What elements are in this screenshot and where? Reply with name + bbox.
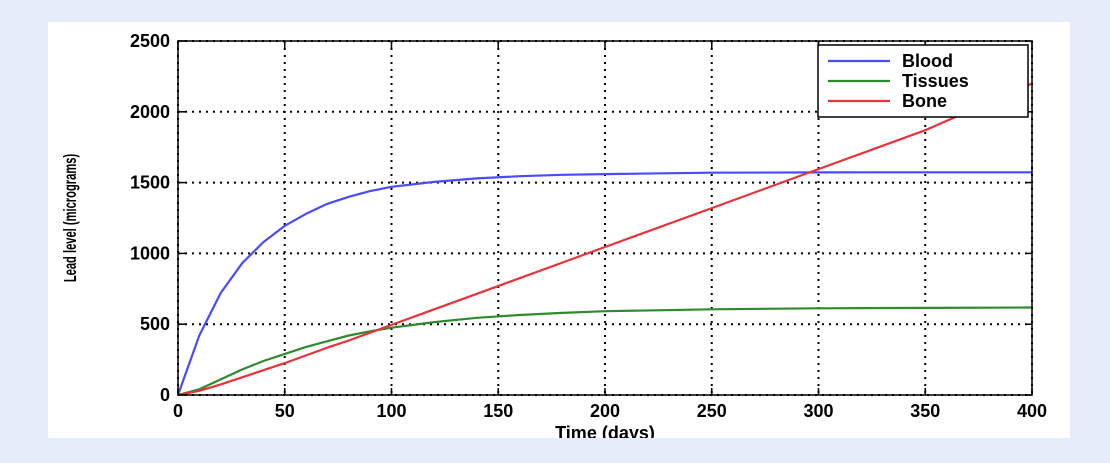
legend-label-bone: Bone [902,91,947,111]
y-tick-label: 500 [140,314,170,334]
x-tick-label: 350 [910,401,940,421]
y-tick-labels: 0 500 1000 1500 2000 2500 [130,31,170,405]
x-tick-label: 0 [173,401,183,421]
series-line-blood [178,171,1032,395]
y-tick-label: 1000 [130,243,170,263]
x-tick-label: 100 [376,401,406,421]
x-tick-label: 200 [590,401,620,421]
y-tick-label: 2000 [130,102,170,122]
legend-label-blood: Blood [902,51,953,71]
series-line-tissues [178,306,1032,395]
x-tick-labels: 0 50 100 150 200 250 300 350 400 [173,401,1047,421]
y-tick-label: 1500 [130,173,170,193]
y-axis-title: Lead level (micrograms) [60,154,80,282]
legend-label-tissues: Tissues [902,71,969,91]
line-chart: 0 50 100 150 200 250 300 350 400 0 500 1000 1500 200… [60,31,1047,438]
x-tick-label: 400 [1017,401,1047,421]
series-line-bone [178,82,1032,395]
x-tick-label: 50 [275,401,295,421]
y-tick-label: 0 [160,385,170,405]
y-tick-label: 2500 [130,31,170,51]
x-tick-label: 300 [803,401,833,421]
x-tick-label: 250 [697,401,727,421]
series-layer [178,82,1032,395]
x-axis-title: Time (days) [555,423,655,438]
chart-panel: 0 50 100 150 200 250 300 350 400 0 500 1000 1500 200… [48,22,1070,438]
x-tick-label: 150 [483,401,513,421]
